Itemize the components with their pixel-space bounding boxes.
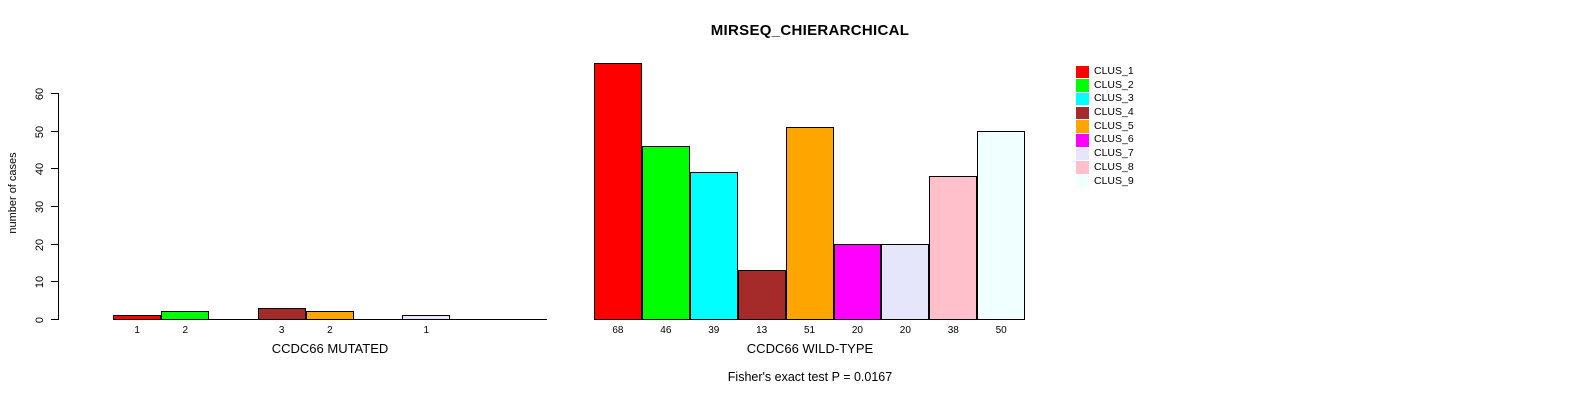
y-axis-tick [51,319,58,320]
y-axis-tick [51,281,58,282]
legend: CLUS_1 CLUS_2 CLUS_3 CLUS_4 CLUS_5 CLUS_6 CLUS… [1076,65,1134,188]
x-axis-title-ccdc66-mutated: CCDC66 MUTATED [271,341,389,356]
legend-label: CLUS_3 [1094,92,1134,105]
legend-item: CLUS_2 [1076,79,1134,93]
legend-swatch-clus_8 [1076,161,1089,174]
bar-value-label: 2 [182,325,189,336]
legend-item: CLUS_1 [1076,65,1134,79]
legend-swatch-clus_3 [1076,92,1089,106]
legend-item: CLUS_4 [1076,106,1134,120]
legend-item: CLUS_7 [1076,147,1134,161]
bar-ccdc66-wild-type-clus_5 [786,127,834,320]
figure-title: MIRSEQ_CHIERARCHICAL [710,22,910,39]
bar-ccdc66-wild-type-clus_8 [929,176,977,320]
bar-value-label: 13 [756,325,768,336]
y-axis-tick-label: 20 [34,238,46,251]
bar-ccdc66-wild-type-clus_6 [834,244,881,320]
y-axis-tick-label: 40 [34,162,46,175]
y-axis-tick [51,93,58,94]
bar-ccdc66-wild-type-clus_4 [738,270,786,320]
legend-label: CLUS_6 [1094,133,1134,146]
legend-swatch-clus_5 [1076,120,1089,133]
bar-value-label: 3 [278,325,285,336]
legend-item: CLUS_5 [1076,120,1134,134]
legend-label: CLUS_8 [1094,160,1134,173]
y-axis-tick-label: 10 [34,275,46,288]
legend-swatch-clus_1 [1076,65,1089,79]
y-axis-tick-label: 60 [34,87,46,100]
legend-swatch-clus_2 [1076,79,1089,92]
y-axis-line [58,93,59,320]
y-axis-tick [51,131,58,132]
legend-item: CLUS_9 [1076,175,1134,189]
legend-label: CLUS_1 [1094,65,1134,77]
bar-value-label: 51 [803,325,816,336]
bar-ccdc66-mutated-clus_7 [402,315,450,320]
legend-label: CLUS_7 [1094,147,1134,160]
bar-ccdc66-mutated-clus_1 [113,315,161,320]
bar-value-label: 20 [851,325,863,336]
bar-value-label: 20 [899,325,911,336]
y-axis-tick [51,206,58,207]
y-axis-tick-label: 30 [34,200,46,213]
legend-label: CLUS_4 [1094,106,1134,119]
y-axis-tick-label: 50 [34,125,46,138]
legend-label: CLUS_2 [1094,78,1134,91]
legend-swatch-clus_7 [1076,147,1089,161]
bar-value-label: 39 [708,325,720,336]
bar-value-label: 50 [995,325,1007,336]
y-axis-tick-label: 0 [34,316,46,323]
fisher-test-annotation: Fisher's exact test P = 0.0167 [727,370,893,384]
bar-value-label: 38 [947,325,959,336]
bar-ccdc66-wild-type-clus_3 [690,172,738,320]
legend-swatch-clus_6 [1076,134,1089,147]
x-axis-title-ccdc66-wild-type: CCDC66 WILD-TYPE [746,341,874,356]
bar-ccdc66-mutated-clus_5 [306,311,354,320]
y-axis-tick [51,168,58,169]
legend-item: CLUS_6 [1076,133,1134,147]
bar-ccdc66-mutated-clus_4 [258,308,306,320]
bar-ccdc66-wild-type-clus_2 [642,146,690,320]
bar-value-label: 2 [327,325,333,336]
bar-value-label: 46 [660,325,672,336]
bar-ccdc66-mutated-clus_2 [161,311,209,320]
bar-value-label: 1 [423,325,430,336]
legend-swatch-clus_4 [1076,106,1089,120]
bar-ccdc66-wild-type-clus_9 [977,131,1025,320]
legend-item: CLUS_3 [1076,92,1134,106]
legend-swatch-clus_9 [1076,175,1089,188]
legend-label: CLUS_5 [1094,119,1134,132]
y-axis-tick [51,244,58,245]
bar-ccdc66-wild-type-clus_7 [881,244,929,320]
legend-item: CLUS_8 [1076,161,1134,175]
bar-value-label: 1 [134,325,140,336]
bar-value-label: 68 [612,325,624,336]
bar-ccdc66-wild-type-clus_1 [594,63,642,320]
legend-label: CLUS_9 [1094,174,1134,187]
